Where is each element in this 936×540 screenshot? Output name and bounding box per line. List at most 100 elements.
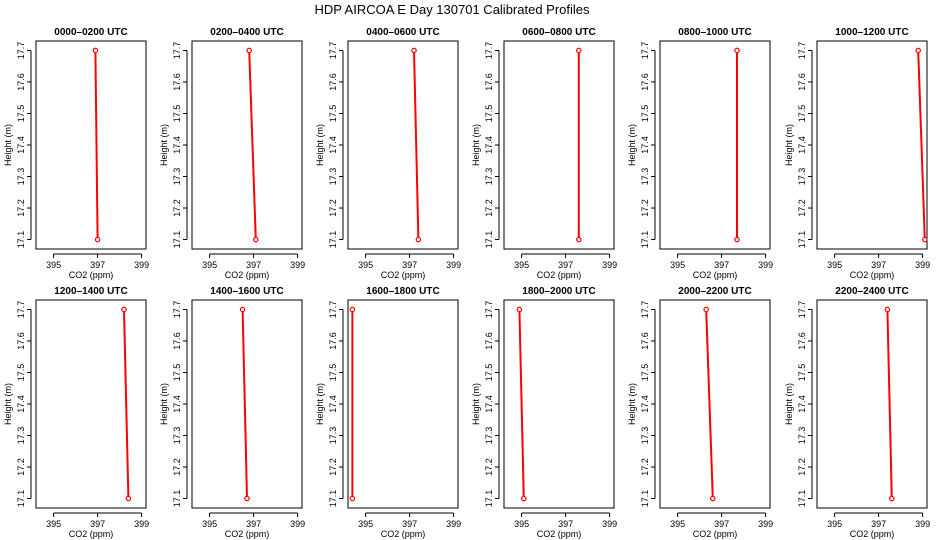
y-axis-label: Height (m) (3, 124, 13, 166)
y-tick-label: 17.6 (484, 332, 494, 350)
plot-frame (347, 299, 459, 509)
y-tick-label: 17.3 (328, 427, 338, 445)
y-tick-label: 17.2 (797, 199, 807, 217)
profile-point (709, 495, 716, 502)
x-tick-label: 395 (670, 519, 685, 529)
x-axis-label: CO2 (ppm) (69, 270, 114, 280)
profile-point (92, 47, 99, 54)
y-tick-label: 17.5 (328, 105, 338, 123)
y-tick-label: 17.3 (640, 168, 650, 186)
x-tick-label: 399 (602, 519, 617, 529)
profile-line (248, 50, 257, 240)
y-tick-label: 17.2 (484, 199, 494, 217)
x-tick-label: 395 (202, 260, 217, 270)
panel-title: 0600–0800 UTC (522, 27, 595, 38)
profile-point (575, 47, 582, 54)
profile-panel: 1800–2000 UTC 395 397 399 CO2 (ppm) 17.1 17.2 1… (471, 286, 617, 539)
y-tick-label: 17.3 (172, 168, 182, 186)
x-tick-label: 399 (602, 260, 617, 270)
profile-line (413, 50, 420, 240)
x-axis-label: CO2 (ppm) (225, 270, 270, 280)
profile-point (415, 236, 422, 243)
profile-panel: 0400–0600 UTC 395 397 399 CO2 (ppm) 17.1 17.2 1… (315, 27, 461, 280)
y-tick-label: 17.1 (172, 490, 182, 508)
x-tick-label: 395 (514, 260, 529, 270)
x-tick-label: 395 (514, 519, 529, 529)
x-tick-label: 395 (358, 260, 373, 270)
y-tick-label: 17.7 (484, 301, 494, 319)
profile-line (518, 309, 525, 499)
plot-frame (503, 40, 615, 250)
x-tick-label: 397 (714, 260, 729, 270)
y-tick-label: 17.5 (484, 105, 494, 123)
y-tick-label: 17.5 (328, 364, 338, 382)
plot-frame (659, 40, 771, 250)
y-tick-label: 17.1 (16, 490, 26, 508)
profile-point (888, 495, 895, 502)
profile-panel: 2200–2400 UTC 395 397 399 CO2 (ppm) 17.1 17.2 1… (784, 286, 930, 539)
profile-point (244, 495, 250, 502)
x-axis-label: CO2 (ppm) (381, 529, 426, 539)
y-tick-label: 17.1 (16, 231, 26, 249)
profile-line (917, 50, 926, 240)
profile-panel: 0600–0800 UTC 395 397 399 CO2 (ppm) 17.1 17.2 1… (471, 27, 617, 280)
y-tick-label: 17.4 (484, 395, 494, 413)
y-tick-label: 17.6 (16, 73, 26, 91)
x-axis-label: CO2 (ppm) (850, 529, 895, 539)
y-tick-label: 17.6 (797, 332, 807, 350)
y-tick-label: 17.5 (640, 105, 650, 123)
x-axis-label: CO2 (ppm) (69, 529, 114, 539)
y-axis-label: Height (m) (784, 124, 794, 166)
profile-point (516, 306, 523, 313)
profile-panel: 0000–0200 UTC 395 397 399 CO2 (ppm) 17.1 17.2 1… (3, 27, 149, 280)
x-tick-label: 397 (871, 260, 886, 270)
y-tick-label: 17.3 (484, 427, 494, 445)
profile-panel: 1400–1600 UTC 395 397 399 CO2 (ppm) 17.1 17.2 1… (159, 286, 305, 539)
panel-title: 1800–2000 UTC (522, 286, 595, 297)
y-tick-label: 17.1 (640, 231, 650, 249)
y-tick-label: 17.5 (484, 364, 494, 382)
y-tick-label: 17.6 (328, 332, 338, 350)
x-tick-label: 399 (290, 260, 305, 270)
profile-line (705, 309, 714, 499)
x-axis-label: CO2 (ppm) (537, 270, 582, 280)
x-tick-label: 397 (90, 519, 105, 529)
y-tick-label: 17.6 (172, 332, 182, 350)
y-tick-label: 17.2 (328, 199, 338, 217)
x-axis-label: CO2 (ppm) (537, 529, 582, 539)
x-tick-label: 395 (827, 260, 842, 270)
profile-point (253, 236, 259, 243)
x-tick-label: 397 (246, 519, 261, 529)
y-tick-label: 17.1 (797, 231, 807, 249)
y-tick-label: 17.3 (16, 427, 26, 445)
y-tick-label: 17.6 (328, 73, 338, 91)
y-tick-label: 17.1 (484, 490, 494, 508)
y-tick-label: 17.7 (328, 301, 338, 319)
profile-point (121, 306, 127, 313)
profile-point (349, 495, 356, 502)
y-tick-label: 17.5 (172, 364, 182, 382)
x-tick-label: 399 (290, 519, 305, 529)
panel-title: 1600–1800 UTC (366, 286, 439, 297)
y-tick-label: 17.4 (797, 136, 807, 154)
y-tick-label: 17.7 (172, 301, 182, 319)
y-axis-label: Height (m) (627, 124, 637, 166)
y-tick-label: 17.2 (640, 458, 650, 476)
profile-panel: 1200–1400 UTC 395 397 399 CO2 (ppm) 17.1 17.2 1… (3, 286, 149, 539)
x-tick-label: 397 (402, 519, 417, 529)
profile-point (915, 47, 922, 54)
y-axis-label: Height (m) (627, 383, 637, 425)
y-axis-label: Height (m) (315, 383, 325, 425)
profile-point (94, 236, 101, 243)
profile-point (520, 495, 527, 502)
profile-panel: 0200–0400 UTC 395 397 399 CO2 (ppm) 17.1 17.2 1… (159, 27, 305, 280)
panel-title: 1200–1400 UTC (54, 286, 127, 297)
panel-title: 2200–2400 UTC (835, 286, 908, 297)
y-tick-label: 17.1 (328, 231, 338, 249)
x-tick-label: 395 (670, 260, 685, 270)
y-tick-label: 17.5 (16, 105, 26, 123)
profile-point (734, 47, 740, 54)
y-tick-label: 17.7 (16, 301, 26, 319)
y-tick-label: 17.5 (797, 364, 807, 382)
